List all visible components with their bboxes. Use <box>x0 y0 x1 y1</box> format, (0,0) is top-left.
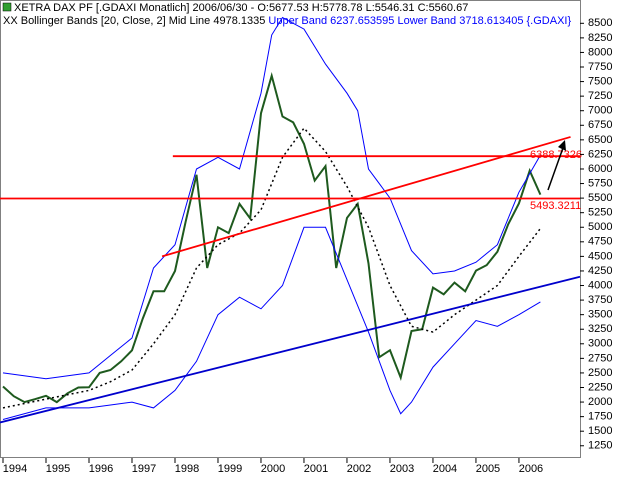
indicator-legend: XX Bollinger Bands [20, Close, 2] Mid Li… <box>3 15 571 27</box>
y-tick-label: 3250 <box>588 323 612 335</box>
x-tick-label: 2006 <box>519 463 543 475</box>
y-tick-label: 4500 <box>588 250 612 262</box>
x-tick-label: 1997 <box>132 463 156 475</box>
x-tick-label: 1996 <box>89 463 113 475</box>
x-tick-label: 2003 <box>390 463 414 475</box>
arrow-head <box>558 140 566 151</box>
x-tick-label: 2002 <box>347 463 371 475</box>
y-tick-label: 8250 <box>588 32 612 44</box>
y-tick-label: 6000 <box>588 163 612 175</box>
y-tick-label: 4750 <box>588 236 612 248</box>
plot-frame <box>0 0 581 458</box>
y-tick-label: 1750 <box>588 411 612 423</box>
y-tick-label: 8500 <box>588 17 612 29</box>
series-line <box>2 72 542 404</box>
y-tick-label: 3750 <box>588 294 612 306</box>
y-tick-label: 6500 <box>588 134 612 146</box>
x-tick-label: 1994 <box>3 463 27 475</box>
y-tick-label: 7250 <box>588 90 612 102</box>
x-tick-label: 1998 <box>175 463 199 475</box>
y-tick-label: 4250 <box>588 265 612 277</box>
x-tick-label: 1999 <box>218 463 242 475</box>
y-tick-label: 3000 <box>588 338 612 350</box>
x-tick-label: 2004 <box>433 463 457 475</box>
chart-title: XETRA DAX PF [.GDAXI Monatlich] 2006/06/… <box>14 2 468 14</box>
y-tick-label: 8000 <box>588 46 612 58</box>
series-line <box>2 226 541 420</box>
y-tick-label: 2750 <box>588 352 612 364</box>
series-line <box>2 16 541 380</box>
arrow <box>547 144 565 191</box>
y-tick-label: 5250 <box>588 207 612 219</box>
x-tick-label: 2000 <box>261 463 285 475</box>
series-icon <box>2 2 12 12</box>
subtitle-part: Upper Band 6237.653595 Lower Band 3718.6… <box>268 15 571 27</box>
x-tick-label: 2005 <box>476 463 500 475</box>
y-tick-label: 1500 <box>588 425 612 437</box>
y-tick-label: 5000 <box>588 221 612 233</box>
y-tick-label: 2500 <box>588 367 612 379</box>
y-tick-label: 4000 <box>588 279 612 291</box>
y-tick-label: 2250 <box>588 381 612 393</box>
y-tick-label: 7500 <box>588 75 612 87</box>
y-tick-label: 7000 <box>588 105 612 117</box>
y-tick-label: 6750 <box>588 119 612 131</box>
x-tick-label: 1995 <box>46 463 70 475</box>
x-tick-label: 2001 <box>304 463 328 475</box>
price-annotation: 6388.7326 <box>530 149 582 161</box>
y-tick-label: 6250 <box>588 148 612 160</box>
series-line <box>2 127 541 409</box>
y-tick-label: 5750 <box>588 177 612 189</box>
marks: 6388.7326 5493.3211 <box>0 16 582 424</box>
trendline <box>0 275 581 424</box>
y-tick-label: 7750 <box>588 61 612 73</box>
y-tick-label: 2000 <box>588 396 612 408</box>
price-annotation: 5493.3211 <box>530 200 581 212</box>
y-tick-label: 5500 <box>588 192 612 204</box>
trendline <box>161 136 571 258</box>
y-tick-label: 1250 <box>588 440 612 452</box>
y-tick-label: 3500 <box>588 309 612 321</box>
subtitle-part: XX Bollinger Bands [20, Close, 2] Mid Li… <box>3 15 265 27</box>
